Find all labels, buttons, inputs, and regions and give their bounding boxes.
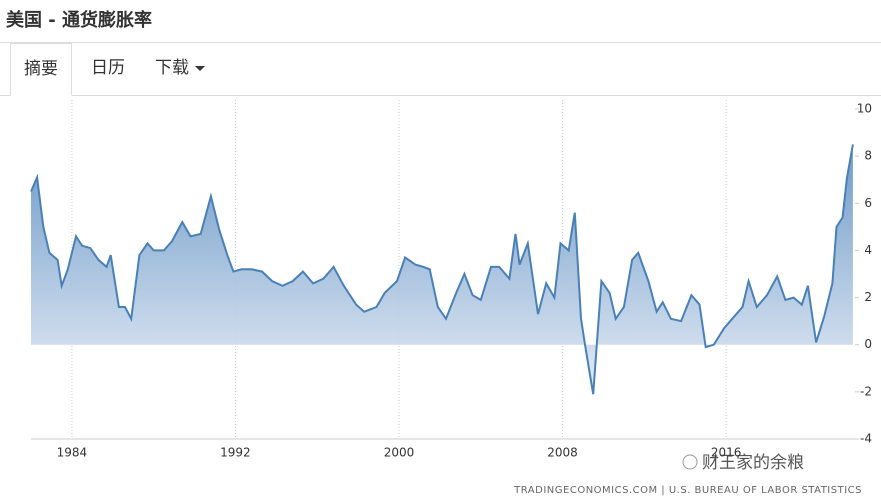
y-tick-label: 4 [864, 243, 872, 257]
y-tick-label: 2 [864, 290, 872, 304]
y-tick-label: 0 [864, 337, 872, 351]
line [30, 144, 854, 395]
y-tick-label: 8 [864, 149, 872, 163]
watermark-icon [682, 454, 698, 470]
tab[interactable]: 摘要 [10, 43, 72, 96]
page-title: 美国 - 通货膨胀率 [6, 10, 153, 31]
x-tick-label: 1984 [57, 446, 88, 460]
x-tick-label: 1992 [220, 446, 251, 460]
tab-bar: 摘要 日历 下载 [0, 43, 881, 96]
y-tick-label: -2 [860, 384, 872, 398]
area [31, 144, 853, 395]
header: 美国 - 通货膨胀率 [0, 0, 881, 43]
source: TRADINGECONOMICS.COM | U.S. BUREAU OF LA… [513, 485, 862, 496]
tab[interactable]: 日历 [91, 58, 125, 78]
tab-label: 下载 [155, 58, 189, 78]
x-tick-label: 2008 [547, 446, 578, 460]
x-tick-label: 2016 [711, 446, 742, 460]
y-tick-label: 6 [864, 196, 872, 210]
x-tick-label: 2000 [384, 446, 415, 460]
y-tick-label: 10 [857, 102, 872, 116]
dropdown-caret [195, 65, 205, 71]
watermark: 财王家的余粮 [702, 453, 804, 473]
tab[interactable]: 下载 [142, 43, 218, 95]
y-tick-label: -4 [860, 432, 872, 446]
